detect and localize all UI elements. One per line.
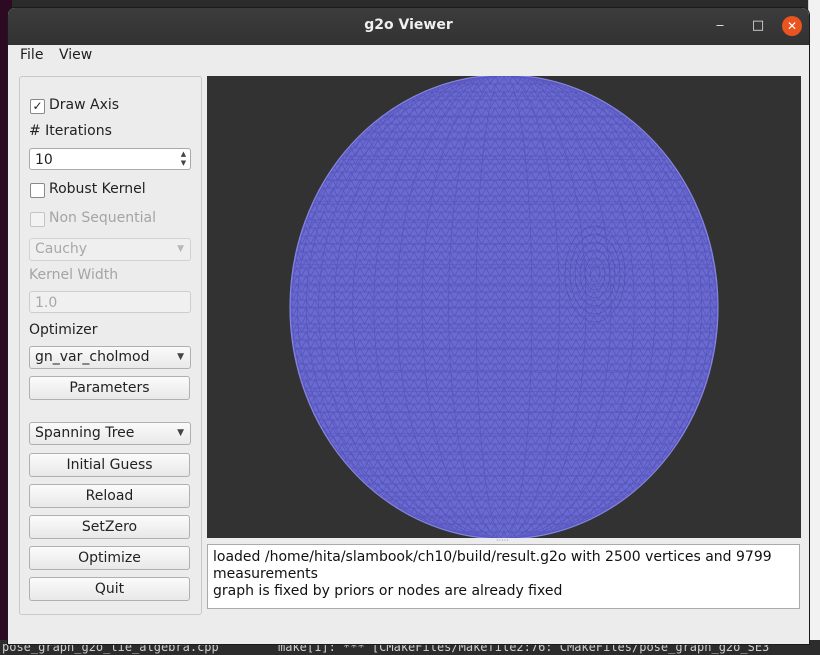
non-sequential-checkbox[interactable] (30, 212, 45, 227)
draw-axis-checkbox[interactable]: ✓ (30, 99, 45, 114)
log-output: loaded /home/hita/slambook/ch10/build/re… (207, 544, 800, 609)
setzero-button[interactable]: SetZero (29, 515, 190, 539)
iterations-label: # Iterations (29, 123, 112, 139)
minimize-icon[interactable]: ‒ (715, 18, 725, 33)
chevron-down-icon: ▼ (177, 244, 184, 254)
kernel-width-input[interactable]: 1.0 (29, 291, 191, 313)
log-line: loaded /home/hita/slambook/ch10/build/re… (213, 549, 772, 582)
background-window-edge (808, 0, 820, 640)
parameters-button[interactable]: Parameters (29, 376, 190, 400)
kernel-select-value: Cauchy (35, 241, 88, 257)
kernel-select[interactable]: Cauchy ▼ (29, 238, 191, 261)
chevron-down-icon: ▼ (177, 428, 184, 438)
pole-ring (222, 261, 272, 341)
menu-view[interactable]: View (59, 47, 93, 63)
title-bar[interactable]: g2o Viewer ‒ □ ✕ (8, 8, 809, 45)
pole-ring (242, 293, 252, 309)
draw-axis-label: Draw Axis (49, 97, 120, 113)
menu-bar: File View (8, 45, 809, 67)
g2o-viewer-window: g2o Viewer ‒ □ ✕ File View ✓ Draw Axis #… (8, 8, 809, 644)
chevron-down-icon: ▼ (177, 352, 184, 362)
menu-file[interactable]: File (20, 47, 44, 63)
initial-guess-button[interactable]: Initial Guess (29, 453, 190, 477)
robust-kernel-label: Robust Kernel (49, 181, 146, 197)
spin-arrows-icon[interactable]: ▲ ▼ (180, 150, 187, 167)
iterations-input[interactable]: 10 ▲ ▼ (29, 148, 191, 170)
initialization-select[interactable]: Spanning Tree ▼ (29, 422, 191, 445)
optimizer-select-value: gn_var_cholmod (35, 349, 150, 365)
pole-ring (564, 225, 626, 323)
splitter-handle[interactable]: ····· (496, 536, 509, 545)
optimizer-label: Optimizer (29, 322, 98, 338)
kernel-width-label: Kernel Width (29, 267, 119, 283)
pole-ring (227, 269, 267, 333)
pole-ring (217, 253, 277, 349)
initialization-select-value: Spanning Tree (35, 425, 135, 441)
iterations-value: 10 (35, 152, 53, 168)
optimizer-select[interactable]: gn_var_cholmod ▼ (29, 346, 191, 369)
pole-ring (584, 257, 606, 291)
pole-ring (237, 285, 257, 317)
pole-ring (579, 249, 611, 299)
pole-ring (232, 277, 262, 325)
log-line: graph is fixed by priors or nodes are al… (213, 583, 563, 599)
quit-button[interactable]: Quit (29, 577, 190, 601)
control-panel: ✓ Draw Axis # Iterations 10 ▲ ▼ Robust Ke… (19, 76, 202, 615)
pole-ring (574, 241, 616, 307)
optimize-button[interactable]: Optimize (29, 546, 190, 570)
kernel-width-value: 1.0 (35, 295, 58, 311)
reload-button[interactable]: Reload (29, 484, 190, 508)
robust-kernel-checkbox[interactable] (30, 183, 45, 198)
maximize-icon[interactable]: □ (751, 18, 765, 33)
graph-viewer-canvas[interactable] (207, 74, 801, 540)
status-bar (8, 620, 809, 644)
non-sequential-label: Non Sequential (49, 210, 156, 226)
close-icon[interactable]: ✕ (782, 16, 802, 36)
pose-graph-sphere (217, 74, 719, 540)
pole-ring (589, 265, 601, 283)
pole-ring (569, 233, 621, 315)
window-title: g2o Viewer (364, 17, 453, 33)
